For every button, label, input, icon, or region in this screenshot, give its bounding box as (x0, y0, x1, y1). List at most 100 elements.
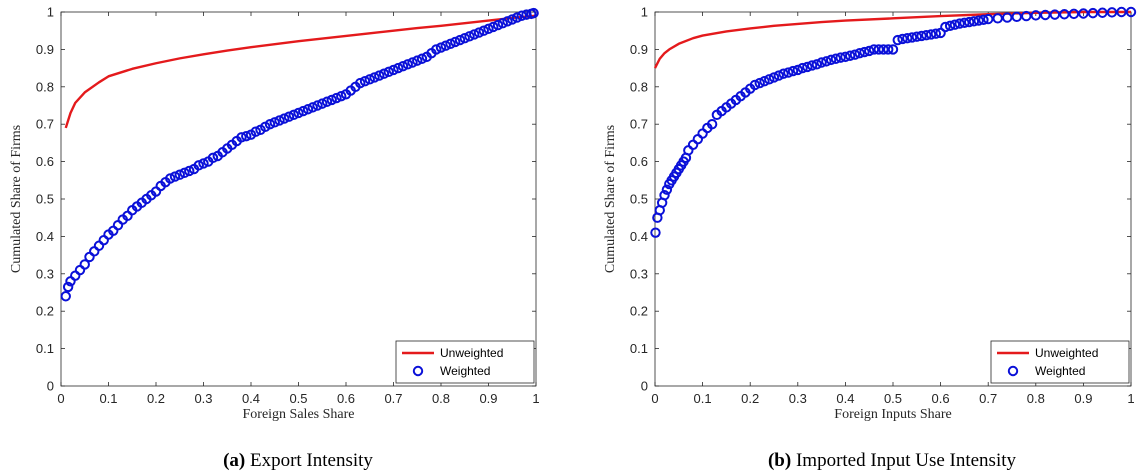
y-tick-label: 0.9 (630, 42, 648, 57)
weighted-point (274, 115, 285, 126)
weighted-point (906, 32, 918, 43)
weighted-point (816, 57, 827, 68)
x-tick-label: 0.7 (384, 391, 402, 406)
y-tick-label: 0.2 (630, 304, 648, 319)
weighted-point (859, 46, 870, 58)
y-tick-label: 0 (641, 379, 648, 394)
y-tick-label: 0.7 (630, 117, 648, 132)
weighted-point (62, 281, 74, 293)
weighted-point (336, 90, 347, 102)
weighted-point (1040, 9, 1051, 21)
weighted-point (469, 29, 480, 40)
weighted-point (431, 44, 442, 55)
x-tick-label: 0.4 (242, 391, 260, 406)
legend: Unweighted Weighted (990, 340, 1130, 384)
weighted-point (450, 36, 461, 48)
weighted-point (207, 152, 219, 164)
weighted-point (821, 56, 832, 67)
y-tick-label: 0.9 (36, 42, 54, 57)
weighted-point (1030, 10, 1042, 21)
plot-area (654, 11, 1132, 387)
x-tick-label: 0.8 (432, 391, 450, 406)
weighted-point (412, 55, 423, 66)
weighted-point (473, 27, 485, 38)
x-tick-label: 0 (651, 391, 658, 406)
weighted-point (521, 9, 532, 20)
weighted-point (165, 173, 176, 184)
weighted-point (864, 45, 875, 57)
weighted-point (241, 130, 252, 142)
y-tick-label: 0.6 (36, 154, 54, 169)
weighted-point (802, 61, 813, 73)
weighted-point (840, 51, 851, 63)
weighted-point (454, 34, 466, 46)
x-tick-label: 0.5 (289, 391, 307, 406)
x-axis-label: Foreign Inputs Share (834, 407, 951, 422)
x-tick-label: 0.6 (932, 391, 950, 406)
weighted-point (397, 61, 409, 72)
weighted-point (773, 70, 784, 81)
x-tick-label: 0.1 (694, 391, 712, 406)
x-tick-label: 0.7 (979, 391, 997, 406)
weighted-point (978, 14, 989, 26)
weighted-point (783, 67, 794, 78)
weighted-point (973, 15, 984, 26)
x-tick-label: 0.4 (836, 391, 854, 406)
weighted-point (293, 107, 304, 119)
weighted-point (650, 227, 661, 238)
y-tick-label: 1 (641, 5, 648, 20)
y-tick-label: 0.5 (630, 192, 648, 207)
weighted-point (393, 62, 404, 74)
weighted-point (1116, 6, 1127, 18)
weighted-point (369, 72, 380, 83)
weighted-point (364, 74, 375, 85)
weighted-point (359, 75, 371, 87)
weighted-point (383, 66, 394, 78)
weighted-point (1097, 7, 1108, 18)
y-tick-label: 1 (47, 5, 54, 20)
legend-unweighted-label: Unweighted (1035, 346, 1098, 360)
weighted-point (184, 165, 195, 177)
weighted-point (79, 259, 90, 270)
weighted-point (317, 98, 328, 109)
legend-weighted-label: Weighted (1035, 364, 1085, 378)
x-tick-label: 0.6 (337, 391, 355, 406)
y-tick-label: 0 (47, 379, 54, 394)
weighted-point (1011, 11, 1022, 23)
series-unweighted-line (64, 14, 537, 129)
y-tick-label: 0.3 (36, 266, 54, 281)
weighted-point (1106, 7, 1118, 18)
x-tick-label: 0.8 (1027, 391, 1045, 406)
weighted-point (374, 70, 385, 81)
weighted-point (749, 79, 761, 91)
x-axis-label: Foreign Sales Share (243, 407, 355, 422)
x-tick-label: 0.9 (1074, 391, 1092, 406)
weighted-point (440, 40, 451, 51)
weighted-point (283, 111, 295, 122)
weighted-point (768, 72, 780, 83)
weighted-point (778, 68, 789, 79)
weighted-point (661, 184, 673, 195)
weighted-point (169, 171, 181, 182)
caption-text: Export Intensity (250, 450, 373, 471)
y-tick-label: 0.2 (36, 304, 54, 319)
x-tick-label: 0.1 (99, 391, 117, 406)
legend-weighted-swatch (1007, 365, 1019, 377)
y-tick-label: 0.1 (630, 341, 648, 356)
weighted-point (764, 74, 775, 85)
x-tick-label: 0.5 (884, 391, 902, 406)
weighted-point (1078, 8, 1089, 19)
weighted-point (887, 44, 899, 55)
weighted-point (878, 44, 889, 55)
weighted-point (307, 102, 318, 113)
legend-weighted-label: Weighted (440, 364, 490, 378)
weighted-point (264, 119, 276, 130)
weighted-point (873, 44, 884, 55)
weighted-point (916, 30, 927, 42)
weighted-point (849, 49, 861, 60)
weighted-point (250, 126, 261, 137)
weighted-point (331, 92, 342, 104)
weighted-point (1068, 8, 1080, 20)
weighted-point (236, 132, 247, 143)
